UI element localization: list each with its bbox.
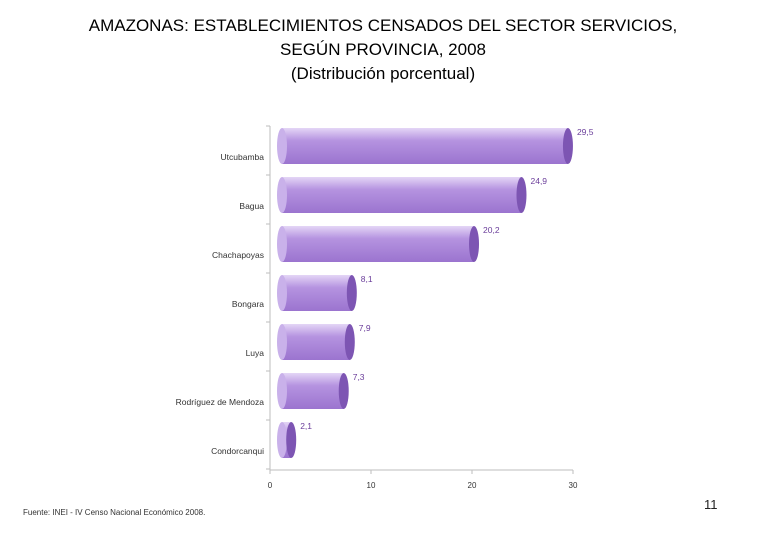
bar-value-label: 24,9 bbox=[530, 176, 547, 186]
x-tick-label: 0 bbox=[268, 481, 273, 490]
bar-end-cap bbox=[286, 422, 297, 458]
chart-bars bbox=[277, 128, 573, 458]
title-line-3: (Distribución porcentual) bbox=[290, 64, 476, 83]
category-label: Luya bbox=[246, 348, 265, 358]
bar bbox=[277, 275, 357, 311]
bar-value-label: 7,9 bbox=[359, 323, 371, 333]
bar-end-cap bbox=[338, 373, 349, 409]
bar-value-label: 20,2 bbox=[483, 225, 500, 235]
category-label: Bongara bbox=[232, 299, 264, 309]
bar bbox=[277, 422, 297, 458]
bar-body bbox=[282, 128, 568, 164]
source-note: Fuente: INEI - IV Censo Nacional Económi… bbox=[23, 508, 206, 517]
bar-value-label: 2,1 bbox=[300, 421, 312, 431]
bar-start-cap bbox=[277, 177, 287, 213]
category-label: Rodríguez de Mendoza bbox=[176, 397, 265, 407]
title-line-2: SEGÚN PROVINCIA, 2008 bbox=[280, 40, 486, 59]
bar-value-label: 7,3 bbox=[353, 372, 365, 382]
category-label: Chachapoyas bbox=[212, 250, 264, 260]
bar bbox=[277, 324, 355, 360]
bar-end-cap bbox=[562, 128, 573, 164]
page-number: 11 bbox=[704, 497, 718, 512]
bar-end-cap bbox=[344, 324, 355, 360]
bar-end-cap bbox=[516, 177, 527, 213]
bar-start-cap bbox=[277, 324, 287, 360]
bar-start-cap bbox=[277, 226, 287, 262]
bar-value-label: 29,5 bbox=[577, 127, 594, 137]
bar bbox=[277, 373, 349, 409]
category-label: Condorcanqui bbox=[211, 446, 264, 456]
bar-end-cap bbox=[469, 226, 480, 262]
bar-value-label: 8,1 bbox=[361, 274, 373, 284]
category-label: Bagua bbox=[239, 201, 264, 211]
x-tick-label: 30 bbox=[569, 481, 578, 490]
bar-start-cap bbox=[277, 275, 287, 311]
bar-body bbox=[282, 275, 352, 311]
bar-body bbox=[282, 324, 350, 360]
bar-body bbox=[282, 373, 344, 409]
bar bbox=[277, 226, 480, 262]
x-tick-label: 10 bbox=[367, 481, 376, 490]
bar-end-cap bbox=[346, 275, 357, 311]
chart-title: AMAZONAS: ESTABLECIMIENTOS CENSADOS DEL … bbox=[0, 14, 766, 86]
bar-start-cap bbox=[277, 373, 287, 409]
category-label: Utcubamba bbox=[221, 152, 265, 162]
chart-labels: 0 10 20 30 29,5 Utcubamba 24,9 Bagua 20,2 Chachap… bbox=[176, 127, 594, 490]
title-line-1: AMAZONAS: ESTABLECIMIENTOS CENSADOS DEL … bbox=[88, 16, 678, 35]
x-tick-label: 20 bbox=[468, 481, 477, 490]
bar-start-cap bbox=[277, 128, 287, 164]
chart-axes bbox=[266, 125, 574, 474]
bar-body bbox=[282, 226, 475, 262]
bar bbox=[277, 177, 527, 213]
bar bbox=[277, 128, 573, 164]
bar-body bbox=[282, 177, 522, 213]
bar-start-cap bbox=[277, 422, 287, 458]
